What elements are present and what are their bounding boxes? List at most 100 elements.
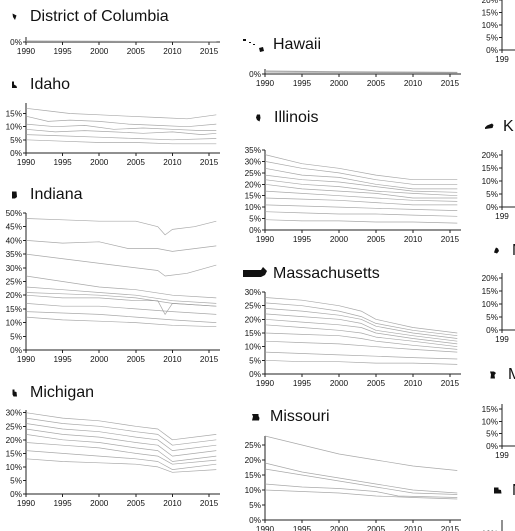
x-tick-label: 1990 bbox=[17, 499, 36, 508]
chart-plot: 0%5%10%15%20%25%30%199 bbox=[482, 0, 515, 64]
chart-title: N bbox=[512, 482, 515, 500]
y-tick-label: 15% bbox=[245, 471, 261, 480]
chart-title: Michigan bbox=[30, 384, 95, 401]
missouri-state-icon bbox=[252, 414, 260, 421]
y-tick-label: 0% bbox=[249, 516, 261, 525]
y-tick-label: 20% bbox=[245, 315, 261, 324]
y-tick-label: 30% bbox=[245, 288, 261, 297]
y-tick-label: 10% bbox=[6, 123, 22, 132]
x-tick-label: 2010 bbox=[404, 235, 423, 244]
x-tick-label: 2005 bbox=[127, 355, 146, 364]
y-tick-label: 10% bbox=[245, 486, 261, 495]
y-tick-label: 15% bbox=[482, 287, 498, 296]
chart-plot: 0% 5% 10% 15% 20% 25% 1990 1995 2000 2005 2010 2015 bbox=[245, 435, 461, 531]
y-tick-label: 30% bbox=[6, 264, 22, 273]
x-tick-label: 199 bbox=[495, 212, 509, 221]
x-tick-label: 2000 bbox=[90, 499, 109, 508]
x-tick-label: 1990 bbox=[17, 47, 36, 56]
chart-title-row: N bbox=[494, 482, 515, 500]
chart-plot: 0% 5% 10% 15% 20% 199 bbox=[482, 150, 515, 221]
series-line bbox=[264, 154, 458, 181]
y-tick-label: 25% bbox=[245, 302, 261, 311]
series-line bbox=[264, 462, 458, 494]
y-tick-label: 40% bbox=[6, 236, 22, 245]
x-tick-label: 1995 bbox=[53, 47, 72, 56]
y-tick-label: 15% bbox=[482, 164, 498, 173]
y-tick-label: 20% bbox=[6, 436, 22, 445]
series-line bbox=[25, 139, 217, 145]
y-tick-label: 35% bbox=[6, 250, 22, 259]
y-tick-label: 10% bbox=[482, 417, 498, 426]
x-tick-label: 2000 bbox=[330, 525, 349, 531]
series-line bbox=[264, 313, 458, 342]
x-tick-label: 199 bbox=[495, 335, 509, 344]
x-tick-label: 1995 bbox=[53, 499, 72, 508]
y-tick-label: 15% bbox=[6, 305, 22, 314]
x-tick-label: 1995 bbox=[293, 79, 312, 88]
y-tick-label: 20% bbox=[482, 274, 498, 283]
y-tick-label: 0% bbox=[486, 442, 498, 451]
hawaii-state-icon bbox=[243, 39, 264, 52]
series-line bbox=[264, 297, 458, 334]
y-tick-label: 5% bbox=[249, 215, 261, 224]
chart-title: M bbox=[508, 366, 515, 383]
chart-title-row: Indiana bbox=[12, 186, 83, 204]
series-line bbox=[25, 311, 217, 323]
series-line bbox=[25, 442, 217, 465]
x-tick-label: 1995 bbox=[293, 235, 312, 244]
y-tick-label: 0% bbox=[249, 370, 261, 379]
y-tick-label: 5% bbox=[10, 332, 22, 341]
x-tick-label: 2015 bbox=[200, 158, 219, 167]
series-line bbox=[264, 219, 458, 224]
y-tick-label: 5% bbox=[10, 136, 22, 145]
y-tick-label: 25% bbox=[245, 169, 261, 178]
y-tick-label: 5% bbox=[486, 430, 498, 439]
series-line bbox=[25, 240, 217, 252]
series-line bbox=[264, 468, 458, 495]
x-tick-label: 2005 bbox=[127, 158, 146, 167]
series-line bbox=[264, 308, 458, 339]
y-tick-label: 25% bbox=[6, 422, 22, 431]
series-line bbox=[25, 294, 217, 315]
series-line bbox=[264, 183, 458, 199]
y-tick-label: 0% bbox=[486, 326, 498, 335]
series-line bbox=[264, 71, 458, 74]
series-line bbox=[264, 197, 458, 206]
x-tick-label: 2005 bbox=[367, 379, 386, 388]
x-tick-label: 2015 bbox=[200, 355, 219, 364]
chart-plot: 10% bbox=[482, 520, 503, 531]
chart-title: Massachusetts bbox=[273, 265, 380, 282]
x-tick-label: 2005 bbox=[367, 235, 386, 244]
x-tick-label: 2015 bbox=[441, 79, 460, 88]
y-tick-label: 20% bbox=[6, 291, 22, 300]
y-tick-label: 25% bbox=[6, 278, 22, 287]
y-tick-label: 5% bbox=[486, 313, 498, 322]
chart-plot: 0% 5% 10% 15% 20% 25% 30% 35% 40% 45% 50% 1990 1995 2… bbox=[6, 209, 220, 364]
chart-plot: 0% 5% 10% 15% 1990 1995 2000 2005 2010 2015 bbox=[6, 103, 220, 167]
chart-plot: 0% 5% 10% 15% 20% 25% 30% 1990 1995 2000 2005 2010 2… bbox=[245, 288, 461, 388]
x-tick-label: 2015 bbox=[200, 47, 219, 56]
y-tick-label: 0% bbox=[486, 46, 498, 55]
y-tick-label: 0% bbox=[249, 226, 261, 235]
y-tick-label: 5% bbox=[10, 476, 22, 485]
chart-plot: 0%1990 1995 2000 2005 2010 2015 bbox=[249, 69, 461, 88]
x-tick-label: 1995 bbox=[53, 158, 72, 167]
y-tick-label: 10% bbox=[482, 177, 498, 186]
x-tick-label: 2005 bbox=[367, 525, 386, 531]
y-tick-label: 0% bbox=[486, 203, 498, 212]
chart-title-row: Idaho bbox=[12, 76, 70, 94]
x-tick-label: 2000 bbox=[90, 47, 109, 56]
x-tick-label: 2000 bbox=[330, 235, 349, 244]
y-tick-label: 15% bbox=[482, 9, 498, 18]
series-line bbox=[264, 204, 458, 211]
series-line bbox=[25, 303, 217, 315]
chart-plot: 0%1990 1995 2000 2005 2010 2015 bbox=[10, 37, 220, 56]
series-line bbox=[264, 340, 458, 353]
series-line bbox=[264, 324, 458, 348]
x-tick-label: 2005 bbox=[367, 79, 386, 88]
series-line bbox=[264, 179, 458, 197]
y-tick-label: 5% bbox=[486, 34, 498, 43]
y-tick-label: 15% bbox=[245, 192, 261, 201]
series-line bbox=[25, 115, 217, 128]
x-tick-label: 2000 bbox=[90, 355, 109, 364]
